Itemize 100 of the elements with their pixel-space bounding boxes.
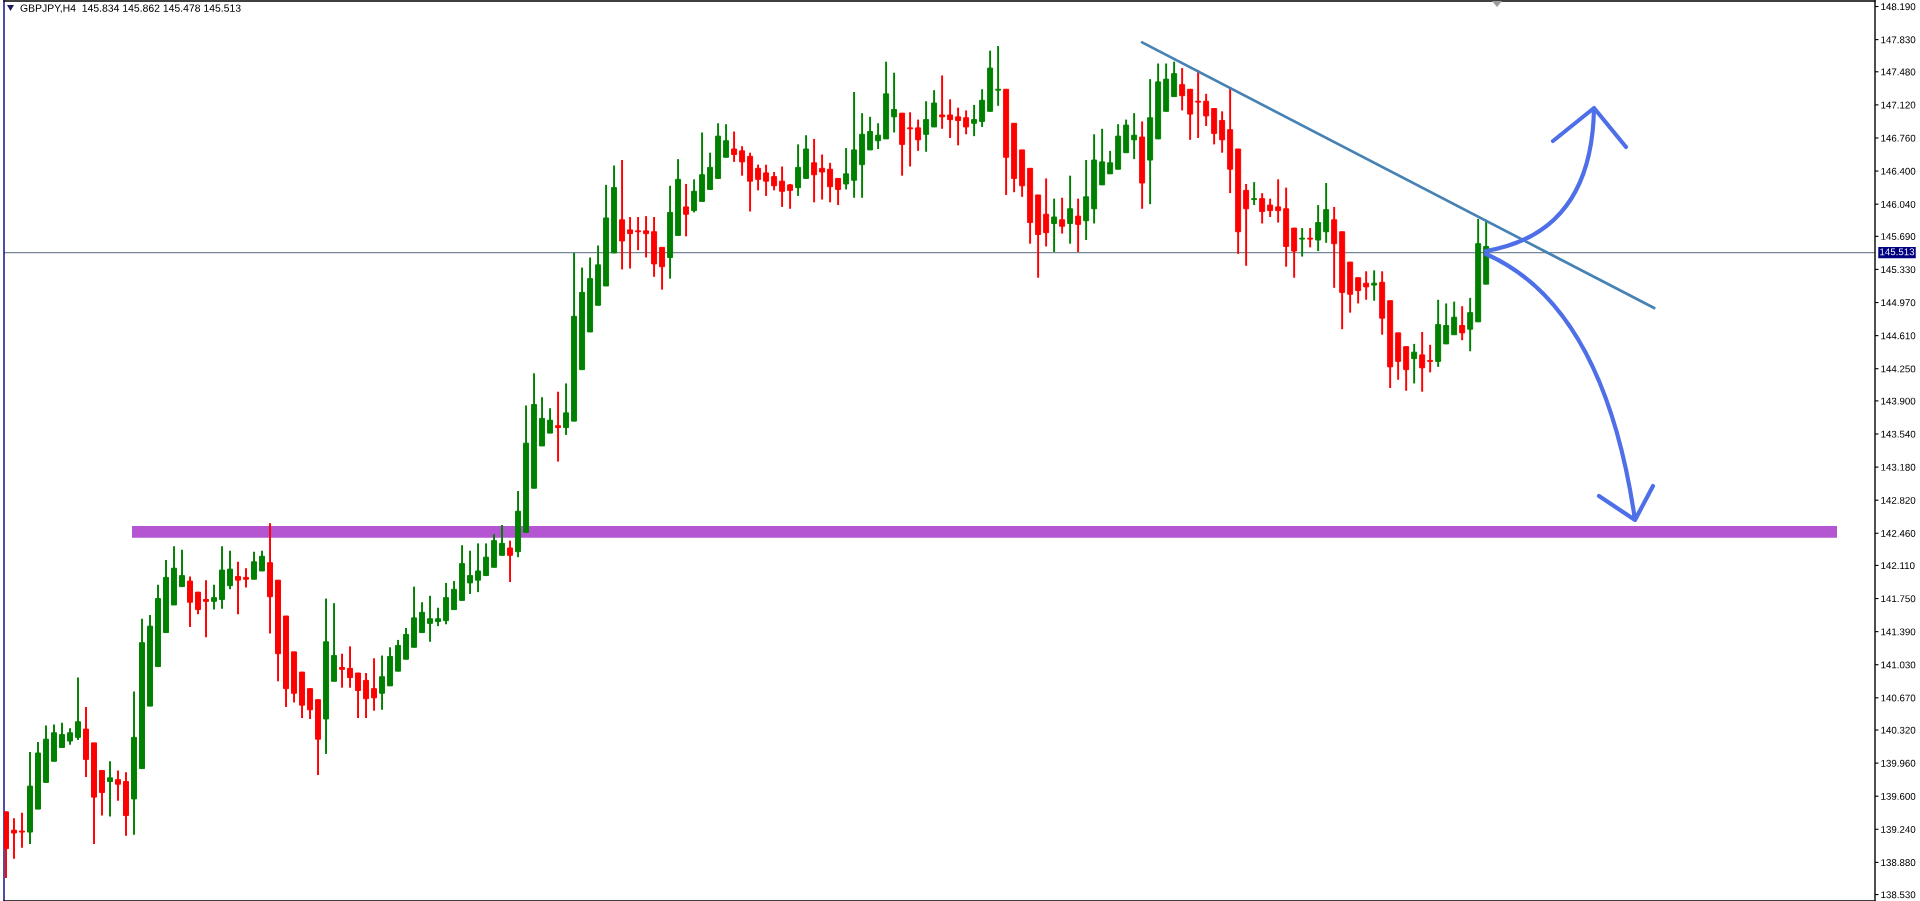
candlestick — [659, 246, 666, 291]
candlestick — [1291, 227, 1298, 279]
y-tick-label: 143.540 — [1881, 430, 1916, 438]
candlestick — [947, 98, 954, 139]
candlestick — [875, 122, 882, 150]
candlestick — [1307, 227, 1314, 249]
candlestick — [1219, 110, 1226, 154]
y-tick-label: 145.330 — [1881, 266, 1916, 274]
candlestick — [923, 100, 930, 153]
candlestick — [435, 606, 442, 628]
candlestick — [1371, 269, 1378, 302]
candlestick — [307, 687, 314, 720]
y-tick-label: 138.530 — [1881, 891, 1916, 899]
y-tick-label: 141.750 — [1881, 595, 1916, 603]
candlestick — [619, 159, 626, 271]
y-tick-label: 143.180 — [1881, 463, 1916, 471]
candlestick — [1051, 197, 1058, 253]
candlestick — [1451, 300, 1458, 336]
candlestick — [867, 115, 874, 151]
candlestick — [1267, 197, 1274, 219]
candlestick — [1411, 342, 1418, 385]
candlestick — [1331, 205, 1338, 289]
y-tick-label: 146.760 — [1881, 134, 1916, 142]
candlestick — [691, 178, 698, 214]
candlestick — [827, 161, 834, 204]
candlestick — [203, 579, 210, 639]
y-tick-label: 142.460 — [1881, 530, 1916, 537]
candlestick — [179, 548, 186, 588]
candlestick — [563, 382, 570, 436]
y-tick-label: 140.320 — [1881, 726, 1916, 734]
candlestick — [1459, 305, 1466, 342]
candlestick — [707, 151, 714, 191]
candlestick — [891, 71, 898, 134]
candlestick — [1355, 276, 1362, 305]
y-tick-label: 147.830 — [1881, 36, 1916, 44]
candlestick — [467, 549, 474, 595]
y-tick-label: 140.670 — [1881, 694, 1916, 702]
candlestick — [1067, 174, 1074, 245]
candlestick — [243, 567, 250, 589]
candlestick — [451, 580, 458, 611]
candlestick — [251, 550, 258, 581]
candlestick — [259, 549, 266, 572]
y-tick-label: 138.880 — [1881, 859, 1916, 867]
y-tick-label: 139.960 — [1881, 759, 1916, 767]
y-tick-label: 143.900 — [1881, 397, 1916, 405]
y-tick-label: 146.040 — [1881, 200, 1916, 208]
candlestick — [1251, 181, 1258, 207]
candlestick — [939, 74, 946, 130]
candlestick — [819, 153, 826, 201]
candlestick — [1427, 343, 1434, 374]
y-tick-label: 141.390 — [1881, 628, 1916, 636]
candlestick — [763, 163, 770, 197]
candlestick — [1083, 159, 1090, 241]
chart-title: GBPJPY,H4 145.834 145.862 145.478 145.513 — [20, 4, 241, 14]
candlestick — [355, 672, 362, 720]
candlestick — [475, 542, 482, 594]
candlestick — [499, 524, 506, 557]
candlestick — [795, 143, 802, 197]
candlestick — [907, 111, 914, 168]
candlestick — [235, 560, 242, 616]
candlestick — [187, 575, 194, 629]
candlestick — [1275, 178, 1282, 224]
candlestick — [1179, 67, 1186, 112]
candlestick — [371, 657, 378, 712]
y-tick-label: 144.250 — [1881, 365, 1916, 373]
ref-line-label: 145.513 — [1880, 248, 1915, 256]
candlestick — [347, 645, 354, 689]
candlestick — [1443, 302, 1450, 345]
candlestick — [195, 591, 202, 616]
candlestick — [1059, 196, 1066, 235]
candlestick — [555, 390, 562, 463]
y-tick-label: 142.110 — [1881, 562, 1915, 570]
y-tick-label: 148.190 — [1881, 3, 1916, 11]
candlestick — [739, 145, 746, 177]
y-tick-label: 147.120 — [1881, 101, 1916, 109]
y-tick-label: 139.600 — [1881, 792, 1916, 800]
candlestick — [779, 165, 786, 208]
candlestick — [11, 817, 17, 860]
candlestick — [379, 654, 386, 711]
candlestick — [995, 45, 1002, 107]
candlestick — [1171, 60, 1178, 98]
candlestick — [635, 216, 642, 252]
candlestick — [1259, 192, 1266, 225]
candlestick — [931, 89, 938, 128]
candlestick — [723, 123, 730, 159]
candlestick — [963, 109, 970, 136]
candlestick — [915, 118, 922, 152]
candlestick — [683, 182, 690, 238]
y-tick-label: 144.970 — [1881, 299, 1916, 307]
candlestick — [1131, 112, 1138, 161]
candlestick — [1099, 127, 1106, 186]
candlestick — [979, 88, 986, 128]
candlestick — [75, 676, 81, 742]
candlestick — [1315, 204, 1322, 253]
candlestick — [227, 549, 234, 591]
candlestick — [627, 216, 634, 270]
candlestick — [1467, 296, 1474, 353]
candlestick — [1243, 182, 1250, 267]
candlestick — [1403, 345, 1410, 392]
candlestick — [1363, 270, 1370, 301]
